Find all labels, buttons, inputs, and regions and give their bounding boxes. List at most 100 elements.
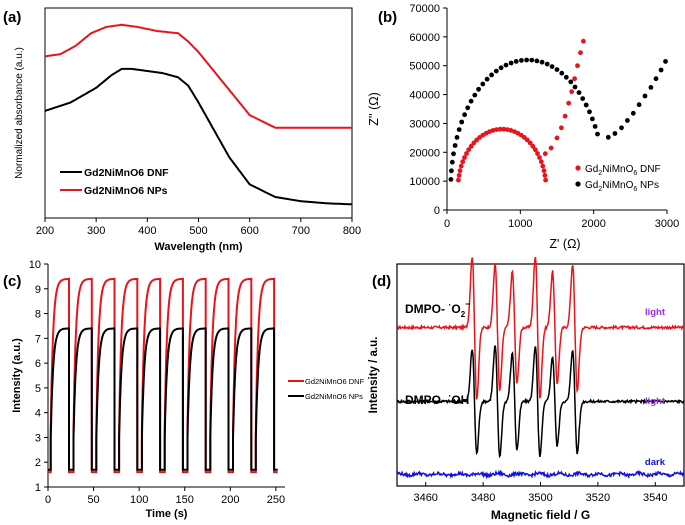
data-point-b-1	[480, 81, 486, 87]
data-point-b-0	[458, 163, 464, 169]
data-point-b-1	[549, 64, 555, 69]
x-tick-label-b: 1000	[508, 218, 532, 230]
label-text: OH	[451, 393, 469, 407]
label-text: DMPO-	[405, 393, 448, 407]
panel-label-c: (c)	[3, 273, 21, 290]
data-point-b-0	[540, 163, 546, 169]
y-tick-label-c: 6	[35, 358, 41, 370]
y-axis-label-b: Z'' (Ω)	[367, 92, 381, 126]
data-point-b-1	[590, 116, 595, 122]
data-point-b-1	[583, 102, 589, 108]
y-axis-label-d: Intensity / a.u.	[368, 337, 380, 414]
y-tick-label-b: 50000	[409, 61, 440, 73]
panel-label-b: (b)	[378, 9, 397, 26]
y-tick-label-b: 10000	[409, 176, 440, 188]
trace-tag-d: light	[645, 396, 666, 407]
legend-entry-b: Gd2NiMnO6 DNF	[585, 164, 661, 177]
data-point-b-0	[471, 140, 477, 146]
y-tick-label-c: 10	[29, 259, 41, 271]
x-tick-label-c: 250	[267, 494, 285, 506]
data-point-b-0	[524, 137, 530, 143]
data-point-b-0	[535, 151, 540, 156]
data-point-b-1	[658, 67, 664, 73]
trace-tag-d: dark	[645, 457, 666, 468]
x-tick-label-c: 100	[130, 494, 148, 506]
data-point-b-0	[456, 177, 461, 183]
x-axis-label-b: Z' (Ω)	[549, 237, 580, 251]
y-tick-label-b: 40000	[409, 90, 440, 102]
data-point-b-0	[494, 127, 499, 132]
x-tick-label-a: 500	[189, 225, 207, 237]
data-point-b-1	[452, 143, 458, 148]
x-tick-label-a: 400	[138, 225, 156, 237]
x-tick-label-d: 3540	[643, 492, 667, 504]
y-tick-label-c: 9	[35, 284, 41, 296]
data-point-b-1	[448, 177, 454, 182]
series-line-a-0	[44, 67, 352, 206]
y-tick-label-b: 30000	[409, 118, 440, 130]
data-point-b-1	[449, 168, 454, 174]
data-point-b-1	[663, 59, 668, 64]
data-point-b-0	[456, 173, 462, 178]
x-tick-label-c: 200	[221, 494, 239, 506]
spectrum-line-d-0	[396, 256, 685, 400]
data-point-b-0	[537, 155, 542, 160]
data-point-b-1	[642, 93, 648, 99]
data-point-b-0	[581, 38, 586, 44]
data-point-b-0	[527, 140, 533, 146]
data-point-b-0	[464, 151, 469, 156]
y-tick-label-b: 70000	[409, 3, 440, 15]
data-point-b-0	[569, 89, 575, 95]
y-tick-label-c: 3	[35, 432, 41, 444]
data-point-b-1	[539, 59, 545, 65]
x-tick-label-b: 3000	[655, 218, 679, 230]
legend-marker-b	[575, 165, 581, 171]
x-tick-label-a: 800	[343, 225, 361, 237]
legend-subscript: 2	[598, 186, 602, 193]
legend-text: NiMnO	[602, 164, 633, 175]
x-tick-label-b: 0	[444, 218, 450, 230]
label-text: DMPO-	[405, 302, 448, 316]
data-point-b-1	[476, 86, 481, 92]
data-point-b-0	[572, 76, 577, 82]
label-superscript: −	[465, 299, 470, 309]
y-tick-label-b: 20000	[409, 147, 440, 159]
y-tick-label-b: 60000	[409, 32, 440, 44]
data-point-b-1	[534, 58, 540, 64]
data-point-b-1	[493, 68, 499, 74]
y-tick-label-c: 1	[35, 482, 41, 494]
data-point-b-0	[575, 63, 580, 69]
data-point-b-1	[587, 109, 592, 115]
trace-label-d: DMPO- ·O2−	[405, 299, 470, 319]
y-tick-label-c: 8	[35, 309, 41, 321]
data-point-b-0	[542, 173, 548, 178]
x-tick-label-b: 2000	[581, 218, 605, 230]
legend-entry-a: Gd2NiMnO6 NPs	[84, 185, 168, 197]
data-point-b-1	[605, 134, 611, 140]
x-tick-label-d: 3520	[586, 492, 610, 504]
legend-subscript: 6	[633, 170, 637, 177]
data-point-b-1	[459, 119, 465, 125]
data-point-b-1	[636, 102, 642, 108]
panel-label-d: (d)	[372, 273, 391, 290]
x-tick-label-d: 3460	[413, 492, 437, 504]
series-line-c-0	[48, 277, 278, 474]
data-point-b-1	[563, 74, 569, 80]
x-axis-label-d: Magnetic field / G	[491, 508, 590, 522]
data-point-b-0	[468, 143, 474, 149]
legend-subscript: 2	[598, 170, 602, 177]
data-point-b-1	[592, 124, 598, 129]
data-point-b-1	[503, 62, 509, 68]
legend-entry-b: Gd2NiMnO6 NPs	[585, 180, 659, 193]
data-point-b-1	[449, 159, 455, 165]
data-point-b-0	[462, 155, 467, 160]
y-tick-label-c: 4	[35, 408, 41, 420]
y-tick-label-c: 7	[35, 333, 41, 345]
data-point-b-1	[508, 60, 514, 66]
data-point-b-1	[568, 79, 574, 85]
data-point-b-1	[544, 61, 550, 67]
data-point-b-0	[562, 113, 568, 119]
y-tick-label-c: 2	[35, 457, 41, 469]
data-point-b-1	[580, 96, 586, 101]
